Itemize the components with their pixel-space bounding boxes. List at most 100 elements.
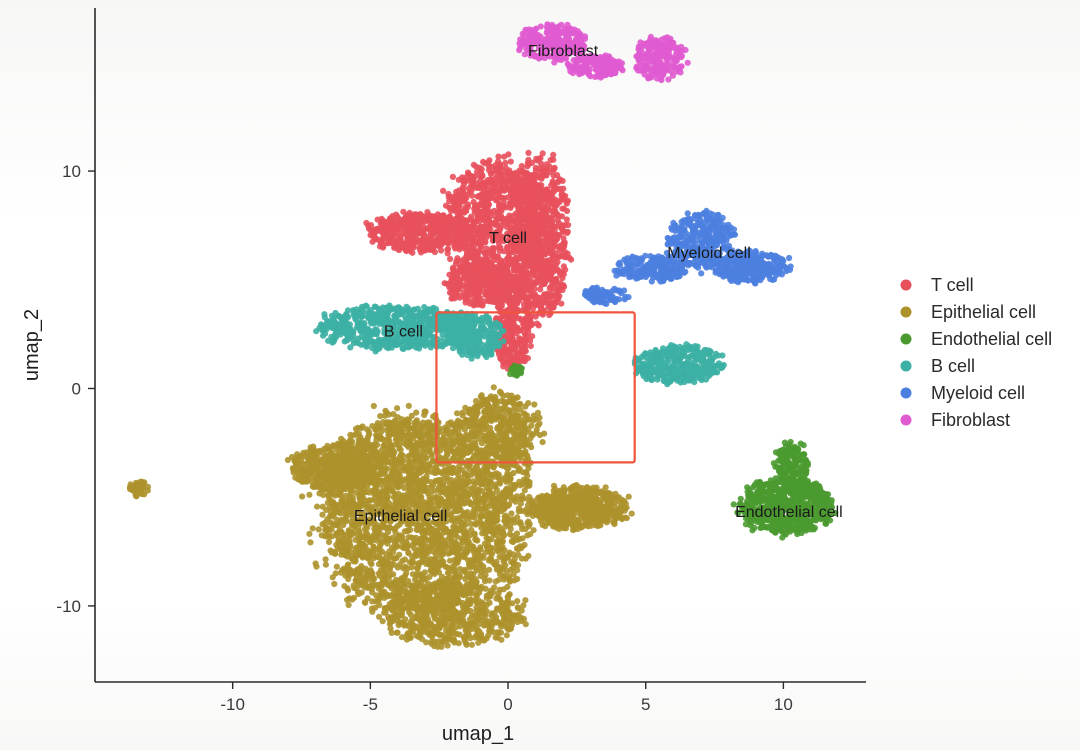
cell-point [436, 539, 443, 546]
cell-point [464, 548, 471, 555]
cell-point [471, 514, 478, 521]
cell-point [457, 495, 465, 502]
cell-point [373, 528, 380, 535]
cell-point [482, 180, 489, 187]
cell-point [501, 287, 509, 294]
cell-point [521, 191, 528, 198]
cell-point [364, 524, 371, 532]
cell-point [517, 342, 524, 349]
cell-point [495, 215, 502, 222]
cell-point [500, 359, 507, 367]
cell-point [496, 247, 503, 255]
cell-point [332, 570, 339, 577]
cell-point [475, 261, 482, 268]
cell-point [443, 238, 450, 245]
cell-point [445, 550, 452, 557]
cell-point [415, 223, 422, 230]
cell-point [429, 482, 437, 489]
cell-point [454, 270, 461, 277]
cell-point [426, 240, 433, 247]
cell-point [384, 537, 391, 544]
cell-point [403, 570, 410, 577]
cell-point [526, 200, 533, 207]
cell-point [453, 230, 460, 237]
cell-point [470, 161, 477, 168]
cell-point [475, 248, 482, 255]
cell-point [384, 483, 391, 491]
cell-point [447, 575, 454, 582]
cell-point [553, 202, 560, 209]
cell-point [470, 221, 477, 228]
cell-point [501, 187, 508, 194]
cell-point [403, 442, 410, 449]
cell-point [390, 494, 397, 501]
cell-point [477, 295, 484, 302]
cell-point [486, 157, 493, 164]
cell-point [542, 200, 549, 207]
cell-point [524, 270, 531, 277]
cell-point [512, 192, 519, 199]
cell-point [563, 216, 570, 223]
cell-point [380, 565, 387, 572]
cell-point [557, 269, 564, 277]
cell-point [380, 470, 387, 477]
cell-point [375, 581, 382, 589]
cell-point [561, 251, 568, 258]
cell-point [520, 318, 527, 325]
cell-point [477, 242, 484, 249]
cell-point [497, 263, 504, 270]
cell-point [489, 265, 497, 272]
cell-point [477, 561, 484, 568]
cell-point [558, 225, 566, 233]
cell-point [553, 236, 561, 243]
cell-point [537, 286, 544, 293]
cell-point [342, 511, 350, 518]
cell-point [355, 430, 362, 437]
cell-point [525, 149, 532, 156]
cell-point [453, 533, 460, 540]
cell-point [486, 208, 493, 215]
cell-point [393, 211, 400, 218]
cell-point [367, 222, 375, 229]
cell-point [459, 466, 466, 473]
cell-point [539, 150, 546, 157]
cell-point [430, 222, 438, 229]
cell-point [554, 259, 561, 266]
cell-point [506, 212, 513, 219]
cell-point [471, 266, 478, 273]
cell-point [441, 475, 448, 482]
cell-point [479, 200, 487, 207]
cell-point [549, 252, 557, 259]
cell-point [543, 299, 550, 306]
cell-point [319, 521, 326, 528]
cell-point [378, 215, 385, 222]
cell-point [461, 519, 468, 526]
cell-point [488, 169, 496, 176]
cell-point [460, 282, 467, 289]
cell-point [387, 216, 394, 223]
cell-point [538, 190, 545, 197]
cell-point [408, 425, 415, 432]
cell-point [463, 251, 470, 258]
cell-point [346, 532, 353, 539]
cell-point [442, 446, 450, 453]
cell-point [405, 550, 412, 557]
cell-point [489, 237, 496, 244]
cell-point [366, 497, 373, 504]
cell-point [359, 554, 366, 561]
cell-point [396, 435, 403, 442]
cell-point [409, 535, 416, 542]
cell-point [405, 453, 412, 460]
cell-point [322, 561, 329, 568]
cell-point [417, 213, 424, 220]
cell-point [494, 283, 501, 290]
cell-point [495, 209, 502, 216]
cell-point [546, 293, 553, 300]
cell-point [447, 419, 454, 426]
cell-point [407, 468, 414, 475]
cell-point [412, 576, 419, 583]
cell-point [495, 305, 502, 312]
cell-point [370, 543, 377, 550]
cell-point [510, 274, 517, 281]
cell-point [414, 527, 421, 534]
